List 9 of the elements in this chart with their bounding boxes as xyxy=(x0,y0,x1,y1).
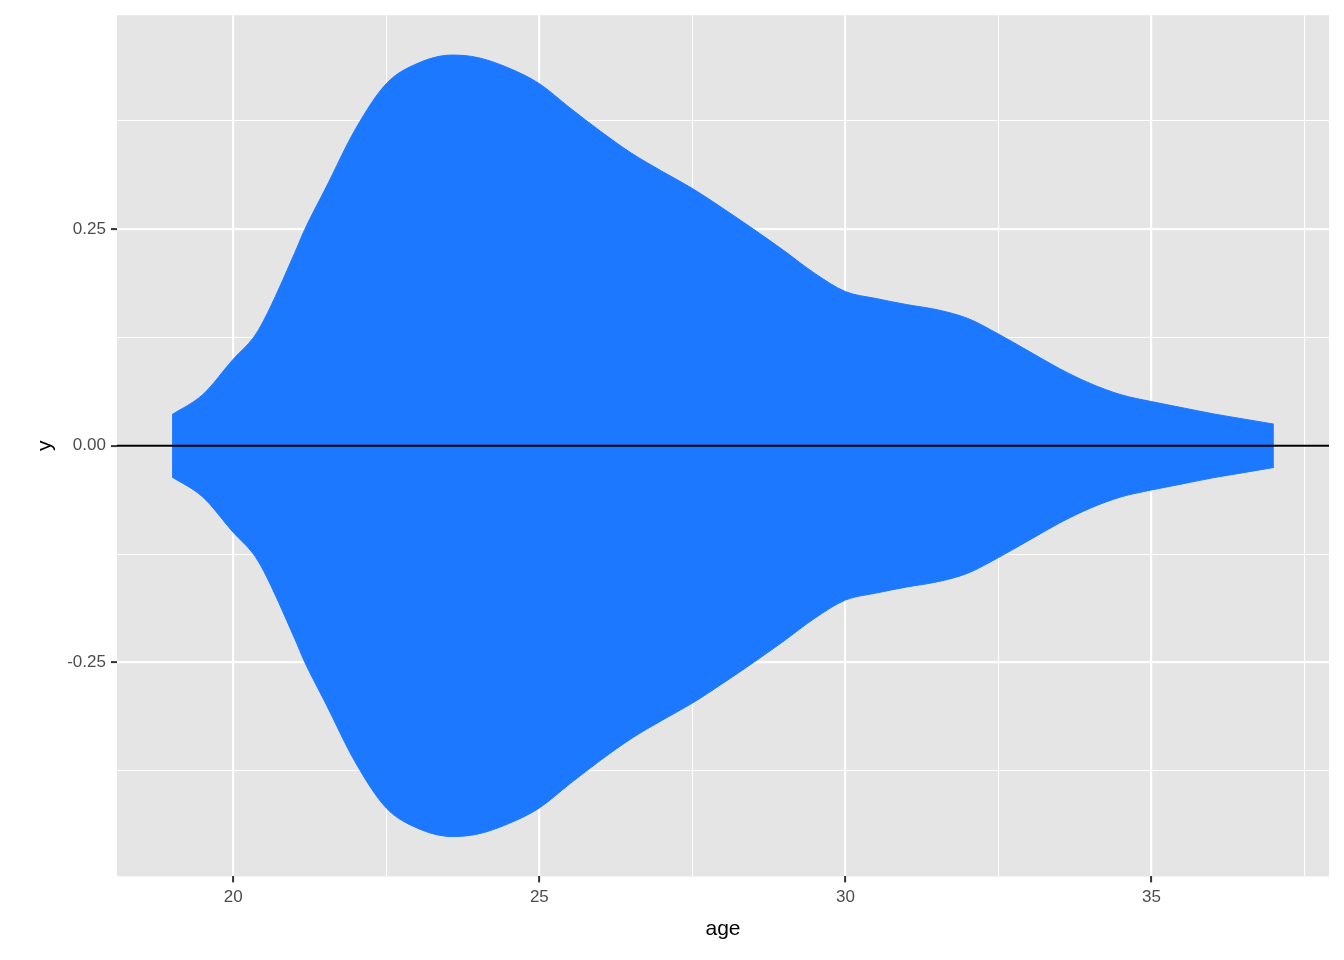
x-tick-label: 20 xyxy=(223,887,243,907)
x-tick-label: 30 xyxy=(835,887,855,907)
x-tick-label: 35 xyxy=(1142,887,1161,907)
y-axis-title: y xyxy=(32,440,56,452)
y-tick-label: 0.00 xyxy=(72,435,106,455)
y-tick-label: -0.25 xyxy=(67,652,106,672)
x-axis-title: age xyxy=(705,916,741,940)
x-tick-label: 25 xyxy=(529,887,549,907)
y-tick-label: 0.25 xyxy=(72,218,106,238)
